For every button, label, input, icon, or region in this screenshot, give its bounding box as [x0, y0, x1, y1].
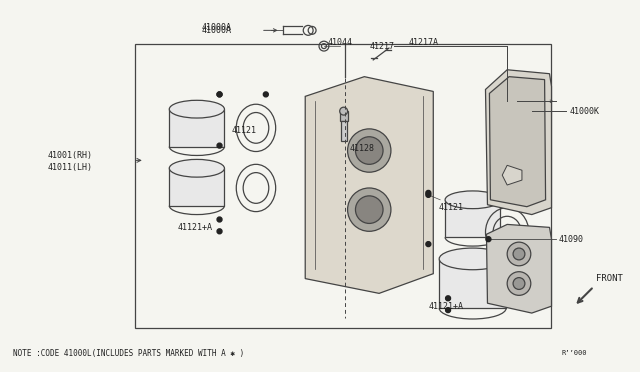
Text: 41044: 41044	[328, 38, 353, 46]
Circle shape	[513, 248, 525, 260]
Circle shape	[486, 237, 491, 242]
Bar	[340, 111, 348, 121]
Circle shape	[217, 229, 222, 234]
Text: 41121+A: 41121+A	[177, 223, 212, 232]
Polygon shape	[305, 77, 433, 294]
FancyBboxPatch shape	[170, 109, 225, 147]
Circle shape	[348, 129, 391, 172]
Ellipse shape	[170, 160, 225, 177]
Bar	[340, 121, 347, 141]
Circle shape	[513, 278, 525, 289]
Circle shape	[426, 190, 431, 195]
Circle shape	[263, 92, 268, 97]
Circle shape	[445, 308, 451, 312]
Circle shape	[340, 107, 348, 115]
Text: R’’000: R’’000	[561, 350, 587, 356]
Text: 41001(RH): 41001(RH)	[47, 151, 92, 160]
Text: FRONT: FRONT	[596, 274, 623, 283]
FancyBboxPatch shape	[170, 168, 225, 206]
Circle shape	[217, 217, 222, 222]
Circle shape	[445, 296, 451, 301]
FancyBboxPatch shape	[439, 259, 506, 308]
Ellipse shape	[445, 191, 500, 209]
Text: 41121: 41121	[231, 126, 257, 135]
Polygon shape	[486, 70, 552, 215]
Text: 41090: 41090	[558, 235, 584, 244]
Circle shape	[348, 188, 391, 231]
Text: 41000A: 41000A	[202, 23, 232, 32]
Ellipse shape	[170, 100, 225, 118]
Circle shape	[355, 137, 383, 164]
Ellipse shape	[439, 248, 506, 270]
Text: 41000A: 41000A	[202, 26, 232, 35]
Text: 41121+A: 41121+A	[428, 302, 463, 311]
Text: 41011(LH): 41011(LH)	[47, 163, 92, 172]
FancyBboxPatch shape	[445, 200, 500, 237]
Text: NOTE :CODE 41000L(INCLUDES PARTS MARKED WITH A ✱ ): NOTE :CODE 41000L(INCLUDES PARTS MARKED …	[13, 349, 244, 358]
Polygon shape	[502, 165, 522, 185]
Polygon shape	[486, 224, 552, 313]
Circle shape	[217, 92, 222, 97]
Text: 41128: 41128	[349, 144, 374, 153]
Text: 41217: 41217	[369, 42, 394, 51]
Text: 41000K: 41000K	[569, 107, 599, 116]
Circle shape	[217, 143, 222, 148]
Circle shape	[507, 272, 531, 295]
Circle shape	[426, 192, 431, 197]
Circle shape	[355, 196, 383, 224]
Text: 41121: 41121	[438, 203, 463, 212]
Circle shape	[217, 92, 222, 97]
Text: 41217A: 41217A	[409, 38, 438, 46]
Circle shape	[507, 242, 531, 266]
Circle shape	[426, 242, 431, 247]
Polygon shape	[490, 77, 545, 207]
